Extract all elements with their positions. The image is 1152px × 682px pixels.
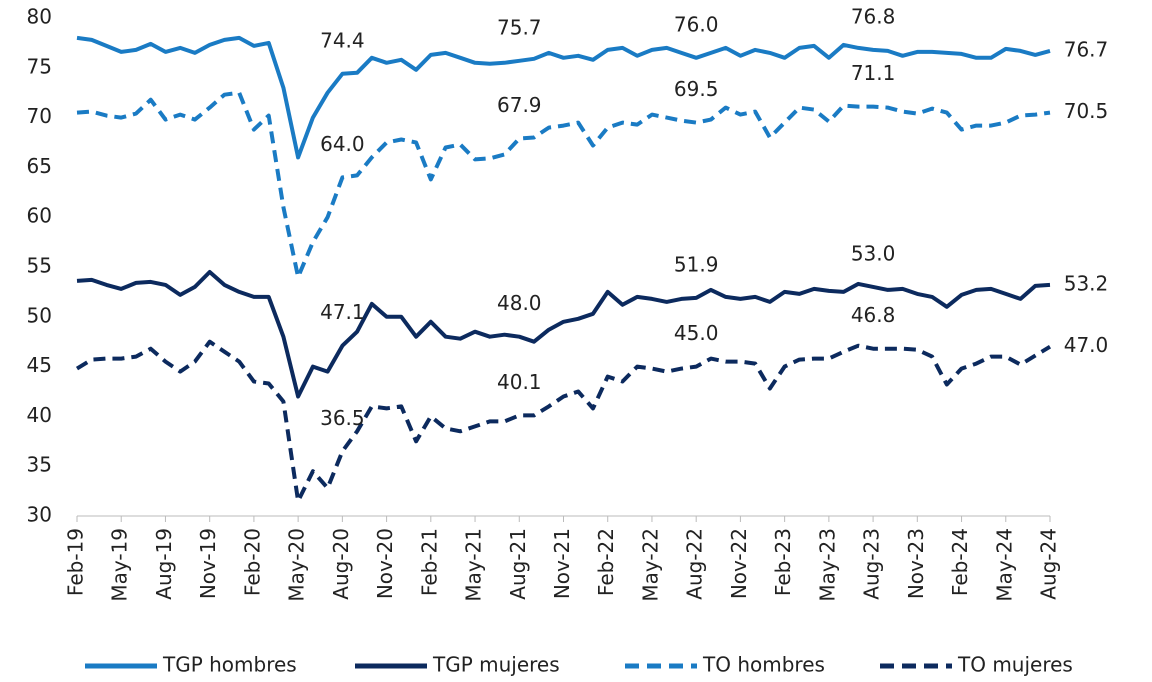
data-label: 53.2	[1064, 271, 1109, 295]
legend-label: TO mujeres	[957, 653, 1073, 677]
y-tick-label: 50	[27, 303, 52, 327]
legend-label: TGP mujeres	[432, 653, 560, 677]
series-line	[76, 90, 1051, 279]
y-tick-label: 65	[27, 154, 52, 178]
data-label: 76.0	[674, 12, 719, 36]
x-tick-label: Nov-20	[373, 528, 397, 599]
y-tick-label: 75	[27, 54, 52, 78]
y-tick-label: 30	[27, 503, 52, 527]
x-tick-label: Aug-21	[506, 528, 530, 600]
data-label: 64.0	[320, 132, 365, 156]
data-label: 51.9	[674, 252, 719, 276]
x-tick-label: Feb-23	[771, 528, 795, 596]
data-label: 40.1	[497, 370, 542, 394]
data-label: 48.0	[497, 291, 542, 315]
x-tick-label: May-19	[108, 528, 132, 602]
data-label: 74.4	[320, 28, 365, 52]
y-tick-label: 80	[27, 5, 52, 29]
x-tick-label: Feb-20	[240, 528, 264, 596]
x-tick-label: Aug-19	[152, 528, 176, 600]
y-tick-label: 40	[27, 403, 52, 427]
y-tick-label: 35	[27, 453, 52, 477]
x-tick-label: May-24	[992, 528, 1016, 602]
x-tick-label: Aug-22	[683, 528, 707, 600]
series-line	[75, 339, 1052, 504]
x-tick-label: Feb-22	[594, 528, 618, 596]
data-label: 47.0	[1064, 333, 1109, 357]
data-label: 76.8	[851, 4, 896, 28]
data-label: 69.5	[674, 77, 719, 101]
y-tick-label: 70	[27, 104, 52, 128]
x-tick-label: Feb-21	[417, 528, 441, 596]
data-label: 36.5	[320, 406, 365, 430]
data-label: 71.1	[851, 61, 896, 85]
data-label: 70.5	[1064, 99, 1109, 123]
series-line	[76, 35, 1051, 160]
y-tick-label: 60	[27, 204, 52, 228]
x-tick-label: Aug-23	[860, 528, 884, 600]
data-label: 45.0	[674, 321, 719, 345]
x-tick-label: Aug-20	[329, 528, 353, 600]
data-label: 46.8	[851, 303, 896, 327]
data-label: 76.7	[1064, 37, 1109, 61]
x-tick-label: May-22	[638, 528, 662, 602]
x-tick-label: May-23	[815, 528, 839, 602]
data-label: 67.9	[497, 93, 542, 117]
x-tick-label: Feb-24	[948, 528, 972, 596]
y-tick-label: 55	[27, 254, 52, 278]
legend-label: TO hombres	[702, 653, 825, 677]
data-label: 75.7	[497, 15, 542, 39]
series-line	[76, 270, 1051, 399]
y-tick-label: 45	[27, 353, 52, 377]
x-tick-label: May-20	[285, 528, 309, 602]
data-label: 47.1	[320, 300, 365, 324]
x-tick-label: Nov-21	[550, 528, 574, 599]
x-tick-label: Nov-23	[904, 528, 928, 599]
data-label: 53.0	[851, 241, 896, 265]
x-tick-label: Nov-22	[727, 528, 751, 599]
legend-label: TGP hombres	[162, 653, 297, 677]
x-tick-label: Aug-24	[1037, 528, 1061, 600]
x-tick-label: Nov-19	[196, 528, 220, 599]
x-tick-label: May-21	[462, 528, 486, 602]
x-tick-label: Feb-19	[64, 528, 88, 596]
